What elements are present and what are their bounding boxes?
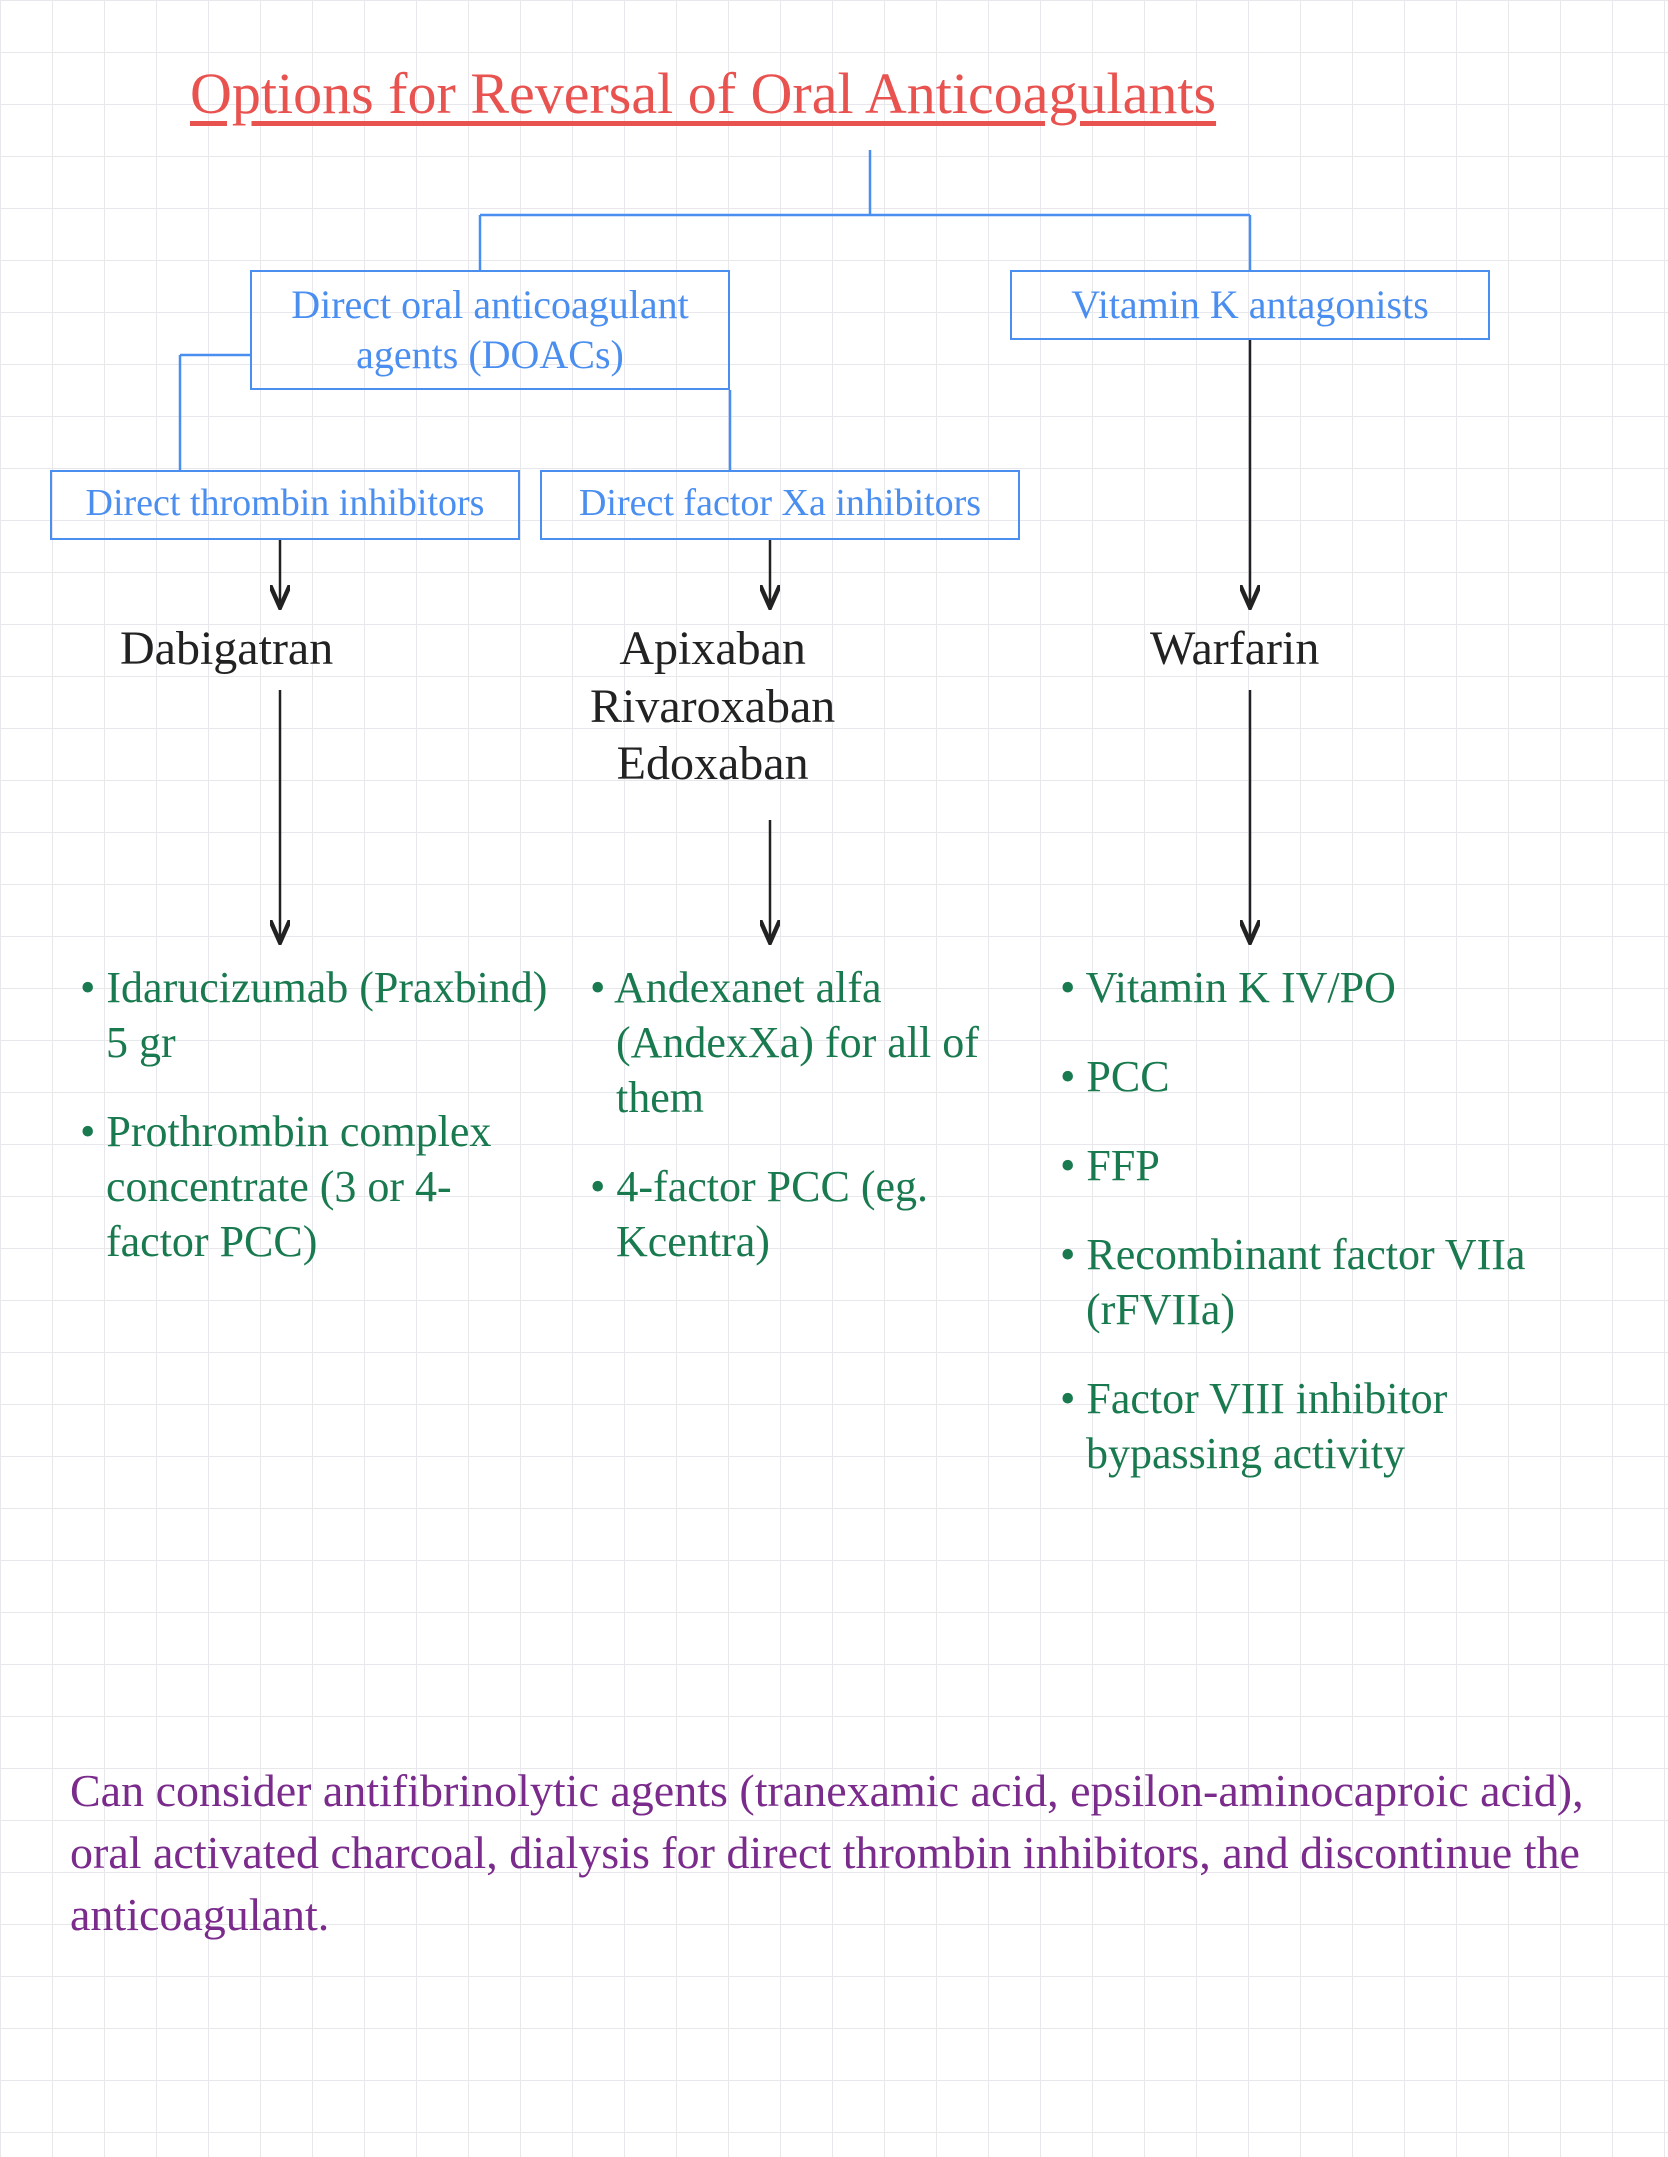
bullets-col3: Vitamin K IV/PO PCC FFP Recombinant factor … [1060,960,1620,1515]
box-vka: Vitamin K antagonists [1010,270,1490,340]
bullets-col2: Andexanet alfa (AndexXa) for all of them… [590,960,1020,1303]
drug-xa-list: ApixabanRivaroxabanEdoxaban [590,620,835,793]
footer-note: Can consider antifibrinolytic agents (tr… [70,1760,1600,1946]
bullet-col1-item-0: Idarucizumab (Praxbind) 5 gr [80,960,550,1070]
page-title: Options for Reversal of Oral Anticoagula… [190,60,1216,127]
drug-dabigatran: Dabigatran [120,620,333,678]
bullet-col2-item-1: 4-factor PCC (eg. Kcentra) [590,1159,1020,1269]
box-dti: Direct thrombin inhibitors [50,470,520,540]
bullet-col1-item-1: Prothrombin complex concentrate (3 or 4-… [80,1104,550,1269]
bullet-col3-item-2: FFP [1060,1138,1620,1193]
drug-warfarin: Warfarin [1150,620,1319,678]
bullet-col3-item-4: Factor VIII inhibitor bypassing activity [1060,1371,1620,1481]
bullet-col3-item-1: PCC [1060,1049,1620,1104]
box-doac: Direct oral anticoagulantagents (DOACs) [250,270,730,390]
bullet-col3-item-0: Vitamin K IV/PO [1060,960,1620,1015]
bullet-col3-item-3: Recombinant factor VIIa (rFVIIa) [1060,1227,1620,1337]
box-dxa: Direct factor Xa inhibitors [540,470,1020,540]
bullet-col2-item-0: Andexanet alfa (AndexXa) for all of them [590,960,1020,1125]
bullets-col1: Idarucizumab (Praxbind) 5 gr Prothrombin … [80,960,550,1303]
